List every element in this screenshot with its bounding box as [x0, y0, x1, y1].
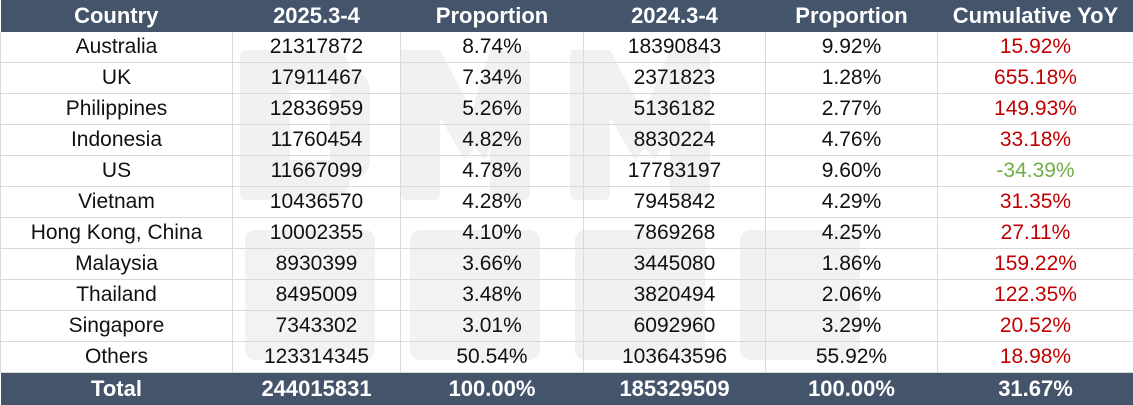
cell-2024-proportion: 9.92%: [766, 32, 938, 63]
cell-2024-value: 3820494: [584, 280, 766, 311]
cell-country: US: [1, 156, 233, 187]
cell-country: Philippines: [1, 94, 233, 125]
cell-2025-value: 123314345: [233, 342, 401, 373]
cell-2024-value: 7945842: [584, 187, 766, 218]
cell-2024-proportion: 9.60%: [766, 156, 938, 187]
cell-cumulative-yoy: 15.92%: [938, 32, 1133, 63]
header-cumulative-yoy: Cumulative YoY: [938, 0, 1133, 32]
cell-country: Thailand: [1, 280, 233, 311]
cell-2025-proportion: 3.48%: [401, 280, 584, 311]
cell-2025-proportion: 4.82%: [401, 125, 584, 156]
cell-2024-value: 6092960: [584, 311, 766, 342]
cell-country: Hong Kong, China: [1, 218, 233, 249]
cell-cumulative-yoy: 18.98%: [938, 342, 1133, 373]
header-2024-value: 2024.3-4: [584, 0, 766, 32]
total-cumulative-yoy: 31.67%: [938, 373, 1133, 405]
cell-2025-value: 12836959: [233, 94, 401, 125]
cell-2024-proportion: 4.76%: [766, 125, 938, 156]
header-2025-value: 2025.3-4: [233, 0, 401, 32]
cell-cumulative-yoy: 655.18%: [938, 63, 1133, 94]
cell-2024-proportion: 2.77%: [766, 94, 938, 125]
total-2024-proportion: 100.00%: [766, 373, 938, 405]
cell-2025-proportion: 5.26%: [401, 94, 584, 125]
cell-cumulative-yoy: 20.52%: [938, 311, 1133, 342]
cell-2025-value: 17911467: [233, 63, 401, 94]
cell-2025-value: 10436570: [233, 187, 401, 218]
cell-2025-proportion: 3.01%: [401, 311, 584, 342]
header-2025-proportion: Proportion: [401, 0, 584, 32]
cell-cumulative-yoy: 33.18%: [938, 125, 1133, 156]
header-2024-proportion: Proportion: [766, 0, 938, 32]
cell-2025-value: 11760454: [233, 125, 401, 156]
total-row: Total 244015831 100.00% 185329509 100.00…: [1, 373, 1133, 405]
cell-2025-value: 11667099: [233, 156, 401, 187]
cell-2024-proportion: 55.92%: [766, 342, 938, 373]
cell-cumulative-yoy: 27.11%: [938, 218, 1133, 249]
cell-country: Others: [1, 342, 233, 373]
cell-2025-proportion: 4.78%: [401, 156, 584, 187]
cell-2024-proportion: 4.25%: [766, 218, 938, 249]
total-2025-proportion: 100.00%: [401, 373, 584, 405]
cell-cumulative-yoy: 149.93%: [938, 94, 1133, 125]
cell-country: Vietnam: [1, 187, 233, 218]
header-country: Country: [1, 0, 233, 32]
cell-2025-value: 8495009: [233, 280, 401, 311]
cell-2024-value: 8830224: [584, 125, 766, 156]
cell-cumulative-yoy: 31.35%: [938, 187, 1133, 218]
cell-2025-proportion: 4.10%: [401, 218, 584, 249]
cell-2025-proportion: 50.54%: [401, 342, 584, 373]
cell-cumulative-yoy: -34.39%: [938, 156, 1133, 187]
cell-2024-value: 2371823: [584, 63, 766, 94]
cell-2025-value: 21317872: [233, 32, 401, 63]
cell-country: UK: [1, 63, 233, 94]
cell-2025-proportion: 7.34%: [401, 63, 584, 94]
cell-2024-value: 7869268: [584, 218, 766, 249]
cell-2025-value: 7343302: [233, 311, 401, 342]
cell-country: Singapore: [1, 311, 233, 342]
total-2025-value: 244015831: [233, 373, 401, 405]
total-label: Total: [1, 373, 233, 405]
cell-2024-proportion: 1.86%: [766, 249, 938, 280]
cell-2024-proportion: 4.29%: [766, 187, 938, 218]
cell-2024-value: 103643596: [584, 342, 766, 373]
cell-2024-value: 17783197: [584, 156, 766, 187]
cell-2024-proportion: 2.06%: [766, 280, 938, 311]
cell-2025-proportion: 8.74%: [401, 32, 584, 63]
cell-cumulative-yoy: 159.22%: [938, 249, 1133, 280]
cell-2024-proportion: 1.28%: [766, 63, 938, 94]
cell-2025-value: 10002355: [233, 218, 401, 249]
header-row: Country 2025.3-4 Proportion 2024.3-4 Pro…: [1, 0, 1133, 32]
cell-2025-proportion: 3.66%: [401, 249, 584, 280]
cell-2024-value: 5136182: [584, 94, 766, 125]
total-2024-value: 185329509: [584, 373, 766, 405]
cell-2024-proportion: 3.29%: [766, 311, 938, 342]
cell-country: Indonesia: [1, 125, 233, 156]
cell-2025-value: 8930399: [233, 249, 401, 280]
cell-2024-value: 3445080: [584, 249, 766, 280]
cell-country: Australia: [1, 32, 233, 63]
cell-cumulative-yoy: 122.35%: [938, 280, 1133, 311]
cell-2025-proportion: 4.28%: [401, 187, 584, 218]
cell-country: Malaysia: [1, 249, 233, 280]
cell-2024-value: 18390843: [584, 32, 766, 63]
